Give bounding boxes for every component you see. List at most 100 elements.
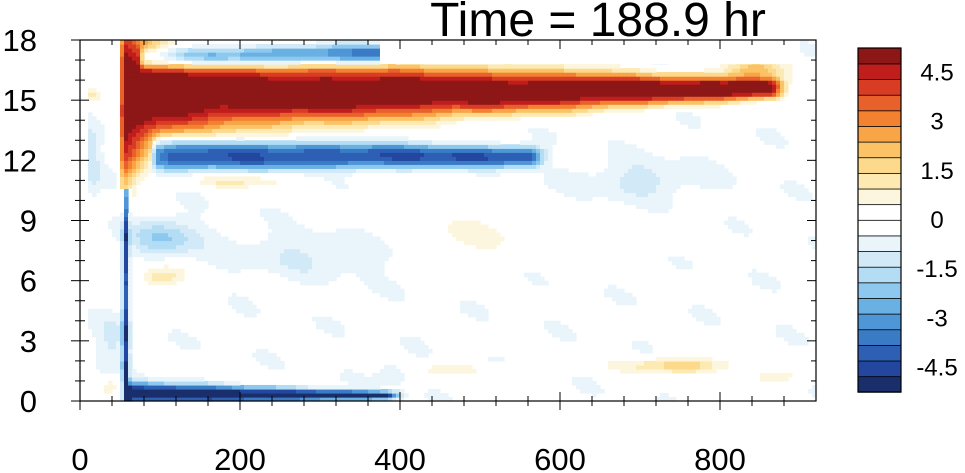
heatmap-cell bbox=[672, 180, 677, 185]
heatmap-cell bbox=[152, 252, 157, 258]
heatmap-cell bbox=[124, 320, 129, 326]
heatmap-cell bbox=[696, 308, 701, 314]
heatmap-cell bbox=[124, 384, 129, 390]
heatmap-cell bbox=[88, 324, 93, 330]
heatmap-cell bbox=[236, 116, 241, 121]
heatmap-cell bbox=[244, 248, 249, 254]
heatmap-cell bbox=[132, 392, 137, 398]
heatmap-cell bbox=[176, 384, 181, 390]
heatmap-cell bbox=[720, 184, 725, 190]
heatmap-cell bbox=[184, 232, 189, 238]
heatmap-cell bbox=[164, 88, 169, 93]
heatmap-cell bbox=[276, 120, 281, 125]
heatmap-cell bbox=[376, 376, 381, 382]
heatmap-cell bbox=[400, 92, 405, 97]
heatmap-cell bbox=[624, 108, 629, 113]
heatmap-cell bbox=[136, 220, 141, 226]
heatmap-cell bbox=[412, 124, 417, 129]
heatmap-cell bbox=[380, 388, 385, 394]
heatmap-cell bbox=[116, 220, 121, 226]
heatmap-cell bbox=[140, 248, 145, 254]
heatmap-cell bbox=[236, 148, 241, 153]
heatmap-cell bbox=[452, 116, 457, 121]
heatmap-cell bbox=[604, 192, 609, 198]
heatmap-cell bbox=[224, 176, 229, 181]
heatmap-cell bbox=[492, 112, 497, 117]
heatmap-cell bbox=[192, 228, 197, 234]
heatmap-cell bbox=[576, 108, 581, 113]
heatmap-cell bbox=[312, 100, 317, 105]
heatmap-cell bbox=[176, 376, 181, 382]
heatmap-cell bbox=[220, 148, 225, 153]
heatmap-cell bbox=[292, 268, 297, 274]
heatmap-cell bbox=[144, 380, 149, 386]
heatmap-cell bbox=[376, 236, 381, 242]
heatmap-cell bbox=[448, 152, 453, 157]
heatmap-cell bbox=[132, 372, 137, 378]
heatmap-cell bbox=[328, 316, 333, 322]
heatmap-cell bbox=[464, 364, 469, 370]
heatmap-cell bbox=[240, 88, 245, 93]
heatmap-cell bbox=[176, 168, 181, 173]
heatmap-cell bbox=[168, 376, 173, 382]
heatmap-cell bbox=[124, 196, 129, 202]
heatmap-cell bbox=[216, 240, 221, 246]
heatmap-cell bbox=[196, 240, 201, 246]
heatmap-cell bbox=[356, 104, 361, 109]
heatmap-cell bbox=[132, 124, 137, 129]
heatmap-cell bbox=[316, 120, 321, 125]
heatmap-cell bbox=[776, 324, 781, 330]
heatmap-cell bbox=[196, 228, 201, 234]
heatmap-cell bbox=[244, 244, 249, 250]
heatmap-cell bbox=[320, 324, 325, 330]
heatmap-cell bbox=[344, 88, 349, 93]
heatmap-cell bbox=[428, 116, 433, 121]
heatmap-cell bbox=[380, 104, 385, 109]
heatmap-cell bbox=[608, 100, 613, 105]
heatmap-cell bbox=[540, 168, 545, 173]
heatmap-cell bbox=[704, 180, 709, 185]
heatmap-cell bbox=[288, 240, 293, 246]
heatmap-cell bbox=[572, 188, 577, 194]
heatmap-cell bbox=[300, 392, 305, 398]
heatmap-cell bbox=[776, 136, 781, 141]
heatmap-cell bbox=[112, 364, 117, 370]
heatmap-cell bbox=[216, 392, 221, 398]
heatmap-cell bbox=[364, 120, 369, 125]
heatmap-cell bbox=[360, 236, 365, 242]
heatmap-cell bbox=[440, 396, 445, 402]
heatmap-cell bbox=[128, 252, 133, 258]
heatmap-cell bbox=[220, 264, 225, 270]
heatmap-cell bbox=[484, 96, 489, 101]
heatmap-cell bbox=[216, 168, 221, 173]
heatmap-cell bbox=[316, 148, 321, 153]
heatmap-cell bbox=[324, 280, 329, 286]
heatmap-cell bbox=[184, 224, 189, 230]
heatmap-cell bbox=[160, 240, 165, 246]
heatmap-cell bbox=[276, 356, 281, 362]
heatmap-cell bbox=[384, 112, 389, 117]
heatmap-cell bbox=[120, 348, 125, 354]
heatmap-cell bbox=[108, 176, 113, 181]
heatmap-cell bbox=[736, 96, 741, 101]
heatmap-cell bbox=[124, 216, 129, 222]
heatmap-cell bbox=[328, 112, 333, 117]
heatmap-cell bbox=[568, 108, 573, 113]
heatmap-cell bbox=[272, 236, 277, 242]
heatmap-cell bbox=[296, 268, 301, 274]
heatmap-cell bbox=[364, 124, 369, 129]
heatmap-cell bbox=[280, 396, 285, 402]
heatmap-cell bbox=[120, 220, 125, 226]
heatmap-cell bbox=[160, 120, 165, 125]
heatmap-cell bbox=[152, 164, 157, 169]
heatmap-cell bbox=[192, 92, 197, 97]
heatmap-cell bbox=[384, 284, 389, 290]
heatmap-cell bbox=[584, 192, 589, 198]
heatmap-cell bbox=[120, 368, 125, 374]
heatmap-cell bbox=[500, 104, 505, 109]
heatmap-cell bbox=[360, 148, 365, 153]
heatmap-cell bbox=[376, 104, 381, 109]
heatmap-cell bbox=[364, 136, 369, 141]
heatmap-cell bbox=[108, 380, 113, 386]
heatmap-cell bbox=[664, 160, 669, 165]
